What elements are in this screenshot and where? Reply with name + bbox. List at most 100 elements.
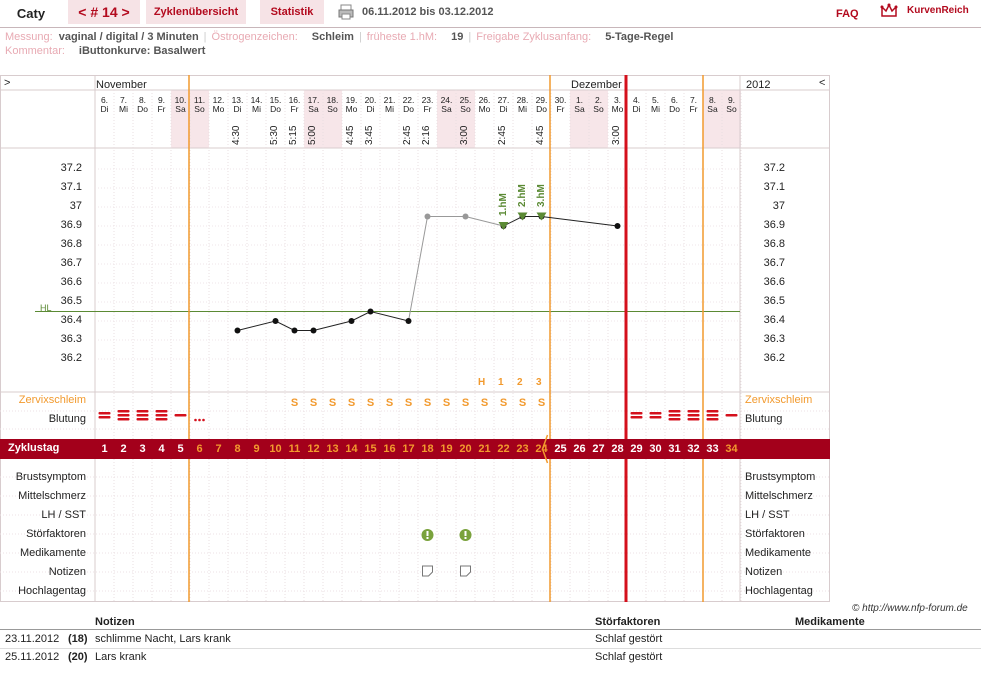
peak-3: 3	[536, 377, 542, 388]
row-label-right: Medikamente	[745, 547, 812, 559]
cycle-day[interactable]: 27	[592, 443, 605, 455]
cycle-nav-tab[interactable]: < # 14 >	[68, 0, 140, 24]
cycle-day[interactable]: 25	[554, 443, 567, 455]
temp-point	[424, 213, 431, 220]
cycle-day[interactable]: 34	[725, 443, 738, 455]
bleeding-mark	[706, 418, 719, 421]
day-header: 19. Mo	[345, 95, 358, 114]
mucus-mark: S	[309, 397, 318, 409]
cycle-day[interactable]: 30	[649, 443, 662, 455]
measurement-time: 2:45	[497, 125, 508, 145]
y-tick-right: 37.1	[763, 181, 785, 193]
note-text: schlimme Nacht, Lars krank	[95, 633, 231, 645]
note-stoer: Schlaf gestört	[595, 651, 663, 663]
cycle-day[interactable]: 24	[535, 443, 548, 455]
cycle-day[interactable]: 17	[402, 443, 415, 455]
bleeding-mark	[725, 414, 738, 417]
cycle-day[interactable]: 4	[158, 443, 165, 455]
day-header: 28. Mi	[516, 95, 529, 114]
kommentar-label: Kommentar:	[5, 45, 65, 57]
day-header: 5. Mi	[651, 95, 660, 114]
cycle-day[interactable]: 11	[288, 443, 301, 455]
day-header: 18. So	[326, 95, 339, 114]
cycle-chart: > < November Dezember 2012 6. Di 7. Mi 8. Do 9…	[0, 75, 830, 602]
cycle-day[interactable]: 21	[478, 443, 491, 455]
cycle-day[interactable]: 26	[573, 443, 586, 455]
freigabe-value: 5-Tage-Regel	[605, 31, 674, 43]
cycle-day[interactable]: 14	[345, 443, 358, 455]
stoer-header: Störfaktoren	[595, 616, 661, 628]
cycle-day[interactable]: 18	[421, 443, 434, 455]
tab-statistik[interactable]: Statistik	[260, 0, 324, 24]
print-icon[interactable]	[338, 4, 354, 20]
bleeding-mark	[98, 412, 111, 415]
cycle-day[interactable]: 8	[234, 443, 241, 455]
faq-link[interactable]: FAQ	[836, 8, 859, 20]
y-tick-left: 36.8	[60, 238, 82, 250]
day-header: 6. Do	[669, 95, 680, 114]
measurement-time: 2:45	[402, 125, 413, 145]
note-text: Lars krank	[95, 651, 147, 663]
bleeding-mark	[136, 414, 149, 417]
bleeding-mark	[117, 414, 130, 417]
cycle-day[interactable]: 31	[668, 443, 681, 455]
weekend-shade	[171, 90, 190, 148]
day-header: 9. Fr	[157, 95, 166, 114]
cycle-day[interactable]: 2	[120, 443, 127, 455]
cycle-day[interactable]: 16	[383, 443, 396, 455]
cycle-day[interactable]: 12	[307, 443, 320, 455]
nav-prev[interactable]: >	[4, 77, 11, 89]
cycle-day[interactable]: 9	[253, 443, 260, 455]
peak-1: 1	[498, 377, 504, 388]
cycle-day[interactable]: 28	[611, 443, 624, 455]
note-day: (20)	[68, 651, 88, 663]
temp-point	[367, 308, 374, 315]
cycle-day[interactable]: 10	[269, 443, 282, 455]
tab-zyklenuebersicht[interactable]: Zyklenübersicht	[146, 0, 246, 24]
row-label-right: Blutung	[745, 413, 783, 425]
cycle-day[interactable]: 6	[196, 443, 203, 455]
cycle-day[interactable]: 29	[630, 443, 643, 455]
day-header: 20. Di	[364, 95, 377, 114]
crown-logo-icon	[880, 2, 898, 20]
day-header: 8. Sa	[707, 95, 718, 114]
y-tick-right: 36.5	[763, 295, 785, 307]
day-header: 14. Mi	[250, 95, 263, 114]
y-tick-right: 36.6	[763, 276, 785, 288]
kommentar-value: iButtonkurve: Basalwert	[78, 45, 206, 57]
mucus-mark: S	[347, 397, 356, 409]
cycle-day[interactable]: 1	[101, 443, 108, 455]
cycle-day[interactable]: 20	[459, 443, 472, 455]
spotting-mark	[198, 418, 201, 422]
row-label-left: Hochlagentag	[18, 585, 86, 597]
row-label-right: Notizen	[745, 566, 783, 578]
y-tick-left: 37	[69, 200, 82, 212]
bleeding-mark	[174, 414, 187, 417]
note-day: (18)	[68, 633, 88, 645]
day-header: 26. Mo	[478, 95, 491, 114]
measurement-time: 5:00	[307, 125, 318, 145]
hm-label: 2.hM	[516, 183, 528, 207]
cycle-day[interactable]: 33	[706, 443, 719, 455]
bleeding-mark	[630, 416, 643, 419]
cycle-day[interactable]: 13	[326, 443, 339, 455]
cycle-day[interactable]: 3	[139, 443, 146, 455]
mucus-mark: S	[385, 397, 394, 409]
weekend-shade	[456, 90, 475, 148]
nav-next[interactable]: <	[819, 77, 826, 89]
cycle-day[interactable]: 15	[364, 443, 377, 455]
cycle-day[interactable]: 7	[215, 443, 222, 455]
bleeding-mark	[668, 410, 681, 413]
mucus-mark: S	[537, 397, 546, 409]
cycle-day[interactable]: 19	[440, 443, 453, 455]
cycle-bracket	[541, 434, 549, 464]
brand-logo: KurvenReich	[907, 5, 969, 16]
cycle-day[interactable]: 23	[516, 443, 529, 455]
day-header: 30. Fr	[554, 95, 567, 114]
cycle-day[interactable]: 32	[687, 443, 700, 455]
day-header: 17. Sa	[307, 95, 320, 114]
cycle-day[interactable]: 22	[497, 443, 510, 455]
cycle-day[interactable]: 5	[177, 443, 184, 455]
y-tick-left: 36.2	[60, 352, 82, 364]
user-name: Caty	[16, 6, 46, 21]
